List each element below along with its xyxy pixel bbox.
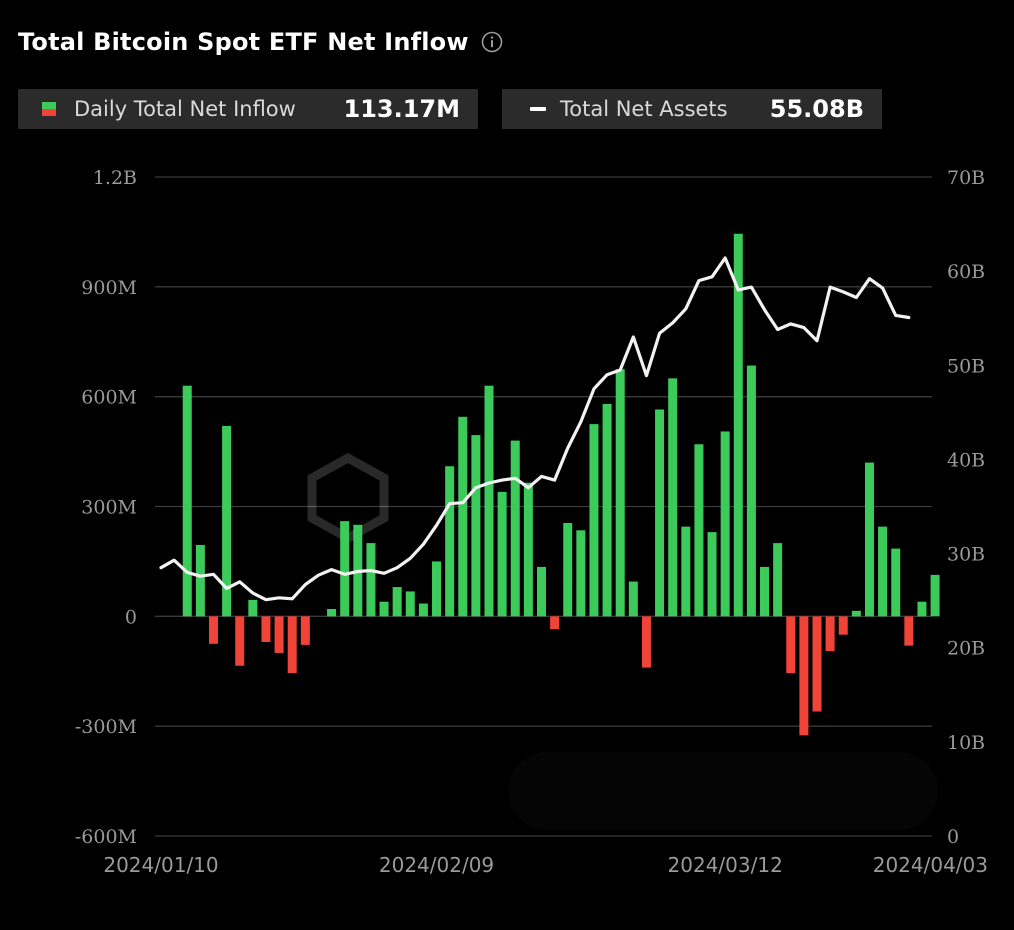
bar[interactable] (300, 616, 310, 645)
bar[interactable] (287, 616, 297, 674)
bar[interactable] (655, 409, 665, 617)
total-net-assets-line[interactable] (159, 256, 911, 602)
right-tick-label: 70B (947, 167, 985, 189)
right-tick-label: 10B (947, 732, 985, 754)
bar[interactable] (864, 462, 874, 617)
right-tick-label: 40B (947, 449, 985, 471)
left-axis-ticks: -600M -300M 0 300M 600M 900M 1.2B (75, 167, 137, 848)
bar[interactable] (917, 601, 927, 617)
bar[interactable] (497, 491, 507, 617)
legend-value: 55.08B (769, 95, 864, 123)
bar[interactable] (182, 385, 192, 617)
bar[interactable] (812, 616, 822, 712)
bar[interactable] (261, 616, 271, 642)
etf-flow-chart: -600M -300M 0 300M 600M 900M 1.2B 0 10B 20B 30B 40… (75, 167, 988, 877)
x-tick-label: 2024/04/03 (873, 853, 988, 877)
left-tick-label: 900M (81, 277, 137, 299)
legend-daily-net-inflow[interactable]: Daily Total Net Inflow 113.17M (18, 89, 478, 129)
bar[interactable] (746, 365, 756, 617)
x-tick-label: 2024/01/10 (103, 853, 218, 877)
bar[interactable] (208, 616, 218, 644)
bar[interactable] (484, 385, 494, 617)
bar[interactable] (235, 616, 245, 666)
bar[interactable] (405, 591, 415, 617)
bar[interactable] (274, 616, 284, 653)
bar[interactable] (720, 431, 730, 617)
bar[interactable] (432, 561, 442, 617)
bar[interactable] (799, 616, 809, 736)
bar[interactable] (733, 233, 743, 617)
bar[interactable] (851, 610, 861, 617)
bar[interactable] (523, 482, 533, 617)
bar[interactable] (589, 424, 599, 617)
right-tick-label: 50B (947, 355, 985, 377)
bar[interactable] (471, 435, 481, 617)
bar[interactable] (445, 466, 455, 617)
bar[interactable] (576, 530, 586, 617)
bar[interactable] (891, 548, 901, 617)
bar[interactable] (668, 378, 678, 617)
chart-title: Total Bitcoin Spot ETF Net Inflow (18, 28, 469, 56)
bar[interactable] (825, 616, 835, 652)
bar[interactable] (195, 544, 205, 617)
bar[interactable] (379, 601, 389, 617)
bar[interactable] (327, 609, 337, 617)
green-red-swatch-icon (42, 102, 56, 116)
bar[interactable] (628, 581, 638, 617)
bar[interactable] (930, 574, 940, 617)
right-axis-ticks: 0 10B 20B 30B 40B 50B 60B 70B (947, 167, 985, 848)
bar[interactable] (904, 616, 914, 646)
left-tick-label: 300M (81, 497, 137, 519)
legend-label: Daily Total Net Inflow (74, 97, 296, 121)
white-line-swatch-icon (530, 107, 546, 111)
bar[interactable] (392, 587, 402, 617)
line-series (159, 256, 911, 602)
bar[interactable] (641, 616, 651, 668)
bar[interactable] (248, 599, 258, 617)
bar[interactable] (458, 416, 468, 617)
bar[interactable] (681, 526, 691, 617)
chart-header: Total Bitcoin Spot ETF Net Inflow (18, 28, 503, 56)
bar[interactable] (773, 543, 783, 617)
redaction-blob (508, 752, 938, 830)
bar[interactable] (510, 440, 520, 617)
left-tick-label: 0 (125, 606, 137, 628)
right-tick-label: 20B (947, 638, 985, 660)
info-circle-icon[interactable] (481, 31, 503, 53)
right-tick-label: 0 (947, 826, 959, 848)
bar[interactable] (786, 616, 796, 674)
bar[interactable] (694, 444, 704, 617)
x-tick-label: 2024/02/09 (379, 853, 494, 877)
legend-total-net-assets[interactable]: Total Net Assets 55.08B (502, 89, 882, 129)
bar[interactable] (536, 566, 546, 617)
bar[interactable] (366, 543, 376, 617)
bar[interactable] (222, 425, 232, 617)
left-tick-label: 1.2B (93, 167, 137, 189)
left-tick-label: 600M (81, 387, 137, 409)
bar[interactable] (418, 603, 428, 617)
bar[interactable] (602, 403, 612, 617)
bar[interactable] (340, 521, 350, 617)
left-tick-label: -600M (75, 826, 137, 848)
bar[interactable] (878, 526, 888, 617)
x-tick-label: 2024/03/12 (668, 853, 783, 877)
bar[interactable] (563, 522, 573, 617)
left-tick-label: -300M (75, 716, 137, 738)
bar[interactable] (760, 566, 770, 617)
bar[interactable] (838, 616, 848, 635)
legend-label: Total Net Assets (560, 97, 728, 121)
grid-lines (155, 176, 932, 837)
right-tick-label: 60B (947, 261, 985, 283)
x-axis-ticks: 2024/01/10 2024/02/09 2024/03/12 2024/04/03 (103, 853, 988, 877)
bar[interactable] (550, 616, 560, 630)
bar[interactable] (615, 369, 625, 617)
right-tick-label: 30B (947, 544, 985, 566)
bar[interactable] (707, 532, 717, 617)
legend-value: 113.17M (343, 95, 461, 123)
